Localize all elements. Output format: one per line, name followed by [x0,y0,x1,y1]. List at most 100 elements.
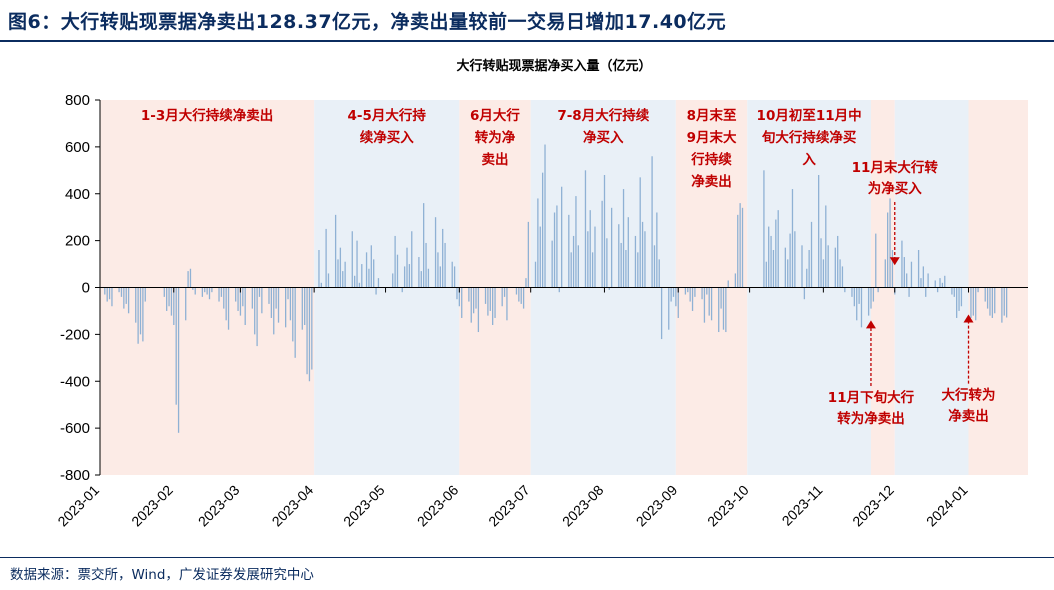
bar [641,221,644,288]
bar [587,231,589,288]
bar [687,287,689,293]
bar [520,287,522,304]
bar [994,287,996,314]
y-tick-label: -200 [60,326,90,343]
bar [494,287,496,318]
bar [653,245,656,288]
bar [986,287,989,309]
bar [477,287,480,333]
x-tick-label: 2023-10 [704,482,752,530]
bar [227,287,230,330]
bar [875,233,877,288]
bar [891,250,894,288]
bar [972,287,974,316]
bar [727,280,729,288]
bar [644,231,646,288]
bar [401,287,403,293]
chart-title: 大行转贴现票据净买入量（亿元） [456,58,651,74]
bar [768,226,770,288]
region-label: 9月末大 [687,129,737,146]
bar [239,287,242,316]
bar [515,287,518,295]
bar [561,186,563,288]
annotation-label: 大行转为 [942,387,996,404]
bar [456,287,458,300]
y-tick-label: 600 [65,139,90,156]
bar [825,205,827,288]
bar [677,287,679,318]
bar [144,287,146,302]
region-label: 8月末至 [687,107,737,124]
bar [187,271,189,288]
bar [789,233,791,288]
figure-title: 图6：大行转贴现票据净卖出128.37亿元，净卖出量较前一交易日增加17.40亿… [8,11,727,33]
bar [951,287,953,295]
bar [325,228,327,288]
region-label: 卖出 [481,151,508,168]
bar [218,287,220,302]
bar [884,259,886,288]
bar [311,287,313,370]
x-tick-label: 2023-07 [485,482,533,530]
region-label: 续净买入 [360,129,414,146]
bar [242,287,244,307]
bar [639,177,641,288]
x-tick-label: 2023-11 [779,482,826,529]
bar [558,287,560,293]
bar [361,264,363,288]
bar [660,287,663,340]
bar [406,247,408,288]
bar [518,287,520,302]
bar [984,287,986,302]
y-tick-label: 800 [65,92,90,109]
region-label: 入 [802,152,816,168]
bar [601,200,603,288]
bar [173,287,175,325]
bar [637,252,639,288]
bar [858,287,860,304]
bar [166,287,168,311]
bar [256,287,258,347]
x-tick-label: 2023-02 [128,482,176,530]
bar [934,280,936,288]
bar [344,261,346,288]
bar [820,238,822,288]
bar [620,242,622,288]
bar [377,278,380,288]
bar [308,287,311,382]
bar [556,205,558,288]
bar [953,287,955,297]
bar [439,266,441,288]
bar [889,198,891,288]
bar [694,287,696,297]
x-tick-label: 2023-09 [633,482,681,530]
region-label: 净买入 [583,129,624,146]
bar [411,231,413,288]
bar [356,240,358,288]
y-tick-label: -400 [60,373,90,390]
bar [458,287,461,307]
bar [668,287,670,330]
bar [501,287,503,307]
bar [506,287,508,321]
bar [442,228,444,288]
bar [127,287,130,314]
x-tick-label: 2023-08 [559,482,607,530]
bar [568,214,570,288]
bar [534,261,537,288]
bar [177,287,180,433]
bar [342,271,344,288]
bar [872,287,875,302]
bar [675,287,677,307]
bar [851,287,853,297]
region-label: 10月初至11月中 [757,107,862,124]
annotation-arrowhead [889,257,900,266]
x-tick-label: 2023-06 [414,482,462,530]
bar [522,287,525,309]
bar [856,287,858,321]
bar [603,175,606,288]
bar [784,247,786,288]
bar [434,217,437,288]
bar [503,287,506,297]
